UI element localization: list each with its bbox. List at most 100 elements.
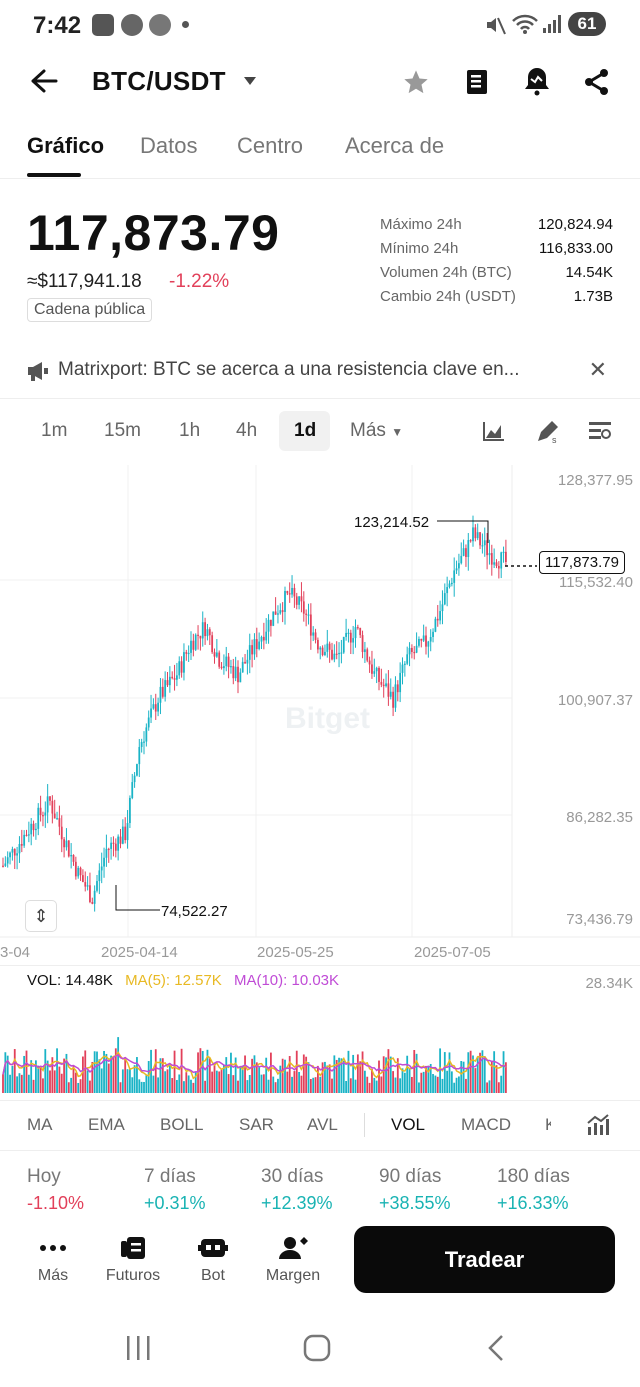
- candle-body: [300, 596, 303, 602]
- megaphone-icon: [28, 362, 48, 381]
- candle-body: [166, 680, 169, 686]
- volume-bar: [4, 1052, 7, 1093]
- share-icon[interactable]: [583, 68, 611, 96]
- indicator-ema[interactable]: EMA: [88, 1115, 125, 1134]
- candle-body: [60, 826, 63, 840]
- tab-about[interactable]: Acerca de: [345, 133, 445, 158]
- volume-bar: [460, 1061, 463, 1093]
- watermark-text: Bitget: [285, 702, 370, 735]
- order-book-icon[interactable]: [465, 68, 489, 96]
- candle-body: [103, 857, 105, 867]
- volume-bar: [25, 1050, 28, 1093]
- tab-center[interactable]: Centro: [237, 133, 304, 158]
- volume-y-max: 28.34K: [585, 975, 633, 992]
- candle-body: [164, 680, 167, 697]
- indicator-avl[interactable]: AVL: [307, 1115, 338, 1134]
- volume-bar: [154, 1049, 157, 1093]
- divider: [0, 398, 640, 399]
- volume-bar: [302, 1054, 305, 1093]
- news-banner[interactable]: Matrixport: BTC se acerca a una resisten…: [27, 355, 617, 387]
- public-chain-badge[interactable]: Cadena pública: [27, 298, 153, 322]
- pair-dropdown-icon[interactable]: [243, 76, 257, 86]
- candle-body: [314, 632, 317, 640]
- status-bar: 7:42 61: [0, 0, 640, 52]
- candle-body: [147, 717, 150, 728]
- candle-body: [467, 540, 470, 558]
- volume-bar: [314, 1077, 317, 1093]
- close-news-icon[interactable]: ✕: [588, 357, 607, 382]
- volume-bar: [225, 1057, 228, 1093]
- divider: [0, 178, 640, 179]
- home-icon[interactable]: [302, 1333, 332, 1363]
- candle-body: [500, 552, 503, 569]
- volume-bar: [321, 1062, 324, 1093]
- timeframe-15m[interactable]: 15m: [104, 420, 141, 441]
- nav-futures[interactable]: Futuros: [103, 1235, 163, 1285]
- volume-bar: [82, 1056, 84, 1093]
- chart-type-icon[interactable]: [482, 420, 506, 442]
- indicator-ma[interactable]: MA: [27, 1115, 53, 1134]
- volume-bar: [2, 1074, 4, 1093]
- volume-bar: [411, 1076, 413, 1093]
- indicator-macd[interactable]: MACD: [461, 1115, 512, 1134]
- indicator-boll[interactable]: BOLL: [160, 1115, 204, 1134]
- y-tick: 86,282.35: [566, 809, 633, 826]
- candle-body: [84, 882, 87, 887]
- drawing-tools-icon[interactable]: s: [535, 420, 559, 444]
- tab-data[interactable]: Datos: [140, 133, 198, 158]
- candle-body: [46, 796, 49, 813]
- timeframe-1d[interactable]: 1d: [294, 420, 317, 441]
- volume-bar: [241, 1065, 244, 1093]
- extreme-markers: [115, 520, 537, 911]
- volume-bar: [131, 1077, 134, 1093]
- timeframe-1m[interactable]: 1m: [41, 420, 68, 441]
- pair-title[interactable]: BTC/USDT: [92, 66, 226, 96]
- nav-margin[interactable]: Margen: [263, 1235, 323, 1285]
- chart-settings-icon[interactable]: [588, 420, 612, 442]
- candle-body: [465, 548, 467, 558]
- candle-body: [502, 551, 505, 554]
- candle-body: [406, 654, 409, 664]
- timeframe-more[interactable]: Más ▼: [350, 420, 403, 442]
- candle-body: [382, 684, 385, 687]
- candle-body: [218, 652, 221, 667]
- timeframe-1h[interactable]: 1h: [179, 420, 201, 441]
- timeframe-4h[interactable]: 4h: [236, 420, 258, 441]
- system-back-icon[interactable]: [484, 1334, 508, 1362]
- indicator-kdj[interactable]: K: [545, 1115, 551, 1134]
- candle-body: [293, 587, 296, 597]
- price-alert-icon[interactable]: [523, 66, 551, 96]
- expand-chart-icon[interactable]: ⇕: [25, 900, 57, 932]
- indicator-settings-icon[interactable]: [586, 1113, 610, 1137]
- back-arrow-icon[interactable]: [30, 68, 58, 94]
- volume-bar: [270, 1052, 272, 1093]
- volume-bar: [20, 1074, 23, 1093]
- favorite-star-icon[interactable]: [402, 68, 430, 96]
- nav-more[interactable]: Más: [23, 1235, 83, 1285]
- volume-bar: [345, 1080, 347, 1093]
- candle-body: [434, 618, 437, 632]
- indicator-vol[interactable]: VOL: [391, 1115, 426, 1134]
- candle-body: [277, 613, 279, 615]
- news-text[interactable]: Matrixport: BTC se acerca a una resisten…: [58, 359, 520, 380]
- volume-bar: [265, 1057, 268, 1093]
- candle-body: [288, 593, 291, 595]
- candle-body: [340, 652, 343, 654]
- candle-body: [70, 854, 73, 857]
- candle-body: [441, 604, 444, 612]
- stat-value-low: 116,833.00: [539, 240, 613, 257]
- nav-bot[interactable]: Bot: [183, 1235, 243, 1285]
- candlestick-chart[interactable]: Bitget: [0, 465, 640, 940]
- trade-button[interactable]: Tradear: [354, 1226, 615, 1293]
- candle-body: [119, 836, 122, 844]
- candle-body: [223, 666, 225, 669]
- candle-body: [342, 636, 345, 653]
- volume-bar: [253, 1055, 256, 1093]
- stat-label-high: Máximo 24h: [380, 216, 462, 233]
- volume-bar: [307, 1062, 310, 1093]
- tab-chart[interactable]: Gráfico: [27, 133, 105, 158]
- indicator-sar[interactable]: SAR: [239, 1115, 274, 1134]
- low-price-label: 74,522.27: [161, 903, 228, 920]
- recent-apps-icon[interactable]: [124, 1334, 152, 1362]
- volume-bar: [215, 1070, 218, 1093]
